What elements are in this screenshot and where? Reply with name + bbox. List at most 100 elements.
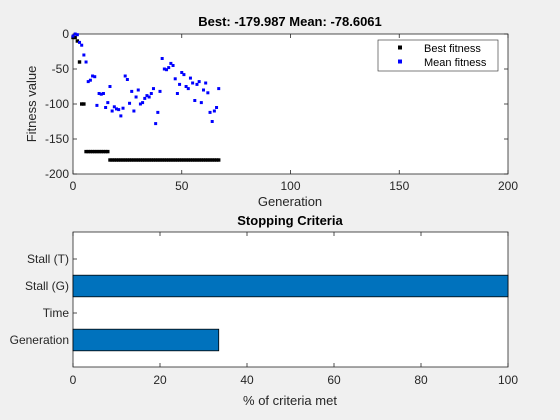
- mean-fitness-point: [106, 101, 110, 105]
- best-fitness-point: [208, 158, 212, 162]
- mean-fitness-point: [132, 109, 136, 113]
- mean-fitness-point: [215, 106, 219, 109]
- best-fitness-point: [101, 149, 106, 154]
- mean-fitness-point: [73, 32, 77, 36]
- mean-fitness-point: [121, 106, 125, 110]
- mean-fitness-point: [97, 92, 101, 95]
- mean-fitness-point: [134, 95, 138, 99]
- best-fitness-point: [151, 158, 156, 162]
- mean-fitness-point: [162, 67, 166, 71]
- best-fitness-point: [156, 158, 160, 162]
- mean-fitness-point: [117, 108, 121, 112]
- best-fitness-point: [203, 158, 208, 162]
- mean-fitness-point: [125, 78, 129, 81]
- mean-fitness-point: [186, 87, 190, 91]
- criteria-category-label: Time: [43, 306, 70, 320]
- legend-label-mean: Mean fitness: [424, 57, 487, 69]
- mean-fitness-point: [210, 120, 214, 123]
- best-fitness-point: [184, 158, 188, 162]
- mean-fitness-point: [184, 85, 188, 88]
- mean-fitness-point: [217, 87, 221, 91]
- best-fitness-point: [116, 158, 121, 162]
- best-fitness-point: [88, 149, 93, 154]
- best-fitness-point: [167, 158, 171, 162]
- fitness-chart-title: Best: -179.987 Mean: -78.6061: [198, 14, 382, 29]
- best-fitness-point: [164, 158, 169, 162]
- best-fitness-point: [110, 158, 114, 162]
- best-fitness-point: [193, 158, 197, 162]
- best-fitness-point: [147, 158, 151, 162]
- legend-label-best: Best fitness: [424, 43, 481, 55]
- best-fitness-point: [171, 158, 175, 162]
- best-fitness-point: [197, 158, 201, 162]
- best-fitness-point: [186, 158, 190, 162]
- mean-fitness-point: [80, 43, 84, 47]
- mean-fitness-point: [112, 105, 116, 109]
- mean-fitness-point: [110, 109, 114, 113]
- mean-fitness-point: [86, 80, 90, 84]
- mean-fitness-point: [104, 106, 108, 109]
- criteria-x-axis-label: % of criteria met: [243, 393, 337, 408]
- best-fitness-point: [212, 158, 217, 162]
- best-fitness-point: [108, 158, 112, 162]
- mean-fitness-point: [195, 82, 199, 86]
- best-fitness-point: [123, 158, 127, 162]
- best-fitness-point: [75, 39, 80, 43]
- best-fitness-point: [99, 149, 103, 154]
- mean-fitness-point: [202, 88, 205, 92]
- best-fitness-point: [217, 158, 221, 162]
- best-fitness-point: [86, 149, 90, 154]
- mean-fitness-point: [75, 33, 79, 37]
- criteria-x-tick-label: 80: [414, 373, 428, 387]
- mean-fitness-point: [154, 122, 158, 126]
- fitness-y-tick-label: -100: [45, 97, 69, 111]
- criteria-x-tick-label: 20: [153, 373, 167, 387]
- best-fitness-point: [90, 149, 95, 154]
- best-fitness-point: [182, 158, 186, 162]
- mean-fitness-point: [160, 57, 164, 60]
- fitness-y-tick-label: -50: [52, 62, 70, 76]
- best-fitness-point: [153, 158, 158, 162]
- fitness-x-tick-label: 200: [498, 179, 518, 193]
- best-fitness-point: [199, 158, 204, 162]
- mean-fitness-point: [197, 80, 201, 84]
- criteria-bars: [72, 274, 509, 352]
- criteria-axis-ticks: 0 20 40 60 80 100 Stall (T) Stall (G) Time Genera…: [10, 232, 518, 387]
- mean-fitness-point: [212, 109, 216, 113]
- fitness-axis-ticks: 0 50 100 150 200 0 -50 -100 -150 -200: [45, 27, 518, 193]
- legend-box: [377, 39, 499, 72]
- fitness-x-tick-label: 100: [280, 179, 300, 193]
- fitness-x-axis-label: Generation: [258, 194, 322, 209]
- mean-fitness-point: [193, 99, 197, 102]
- best-fitness-point: [180, 158, 184, 162]
- mean-fitness-point: [130, 89, 134, 93]
- best-fitness-point: [175, 158, 180, 162]
- best-fitness-point: [201, 158, 206, 162]
- criteria-x-tick-label: 40: [240, 373, 254, 387]
- best-fitness-point: [127, 158, 132, 162]
- best-fitness-point: [95, 149, 99, 154]
- best-fitness-point: [214, 158, 219, 162]
- best-fitness-point: [206, 158, 210, 162]
- best-fitness-point: [138, 158, 143, 162]
- criteria-category-label: Generation: [10, 333, 69, 347]
- mean-fitness-point: [208, 110, 212, 114]
- fitness-data-points: [71, 32, 221, 162]
- mean-fitness-point: [138, 102, 142, 106]
- mean-fitness-point: [147, 95, 151, 99]
- best-fitness-point: [169, 158, 173, 162]
- mean-fitness-point: [145, 94, 149, 98]
- best-fitness-point: [177, 158, 182, 162]
- mean-fitness-point: [173, 77, 177, 81]
- best-fitness-point: [73, 35, 77, 40]
- mean-fitness-point: [204, 81, 208, 85]
- best-fitness-point: [77, 60, 82, 64]
- mean-fitness-point: [167, 66, 171, 70]
- best-fitness-point: [190, 158, 195, 162]
- best-fitness-point: [195, 158, 199, 162]
- fitness-x-tick-label: 150: [389, 179, 409, 193]
- criteria-bar: [72, 274, 509, 298]
- mean-fitness-point: [93, 75, 97, 79]
- mean-fitness-point: [188, 76, 192, 80]
